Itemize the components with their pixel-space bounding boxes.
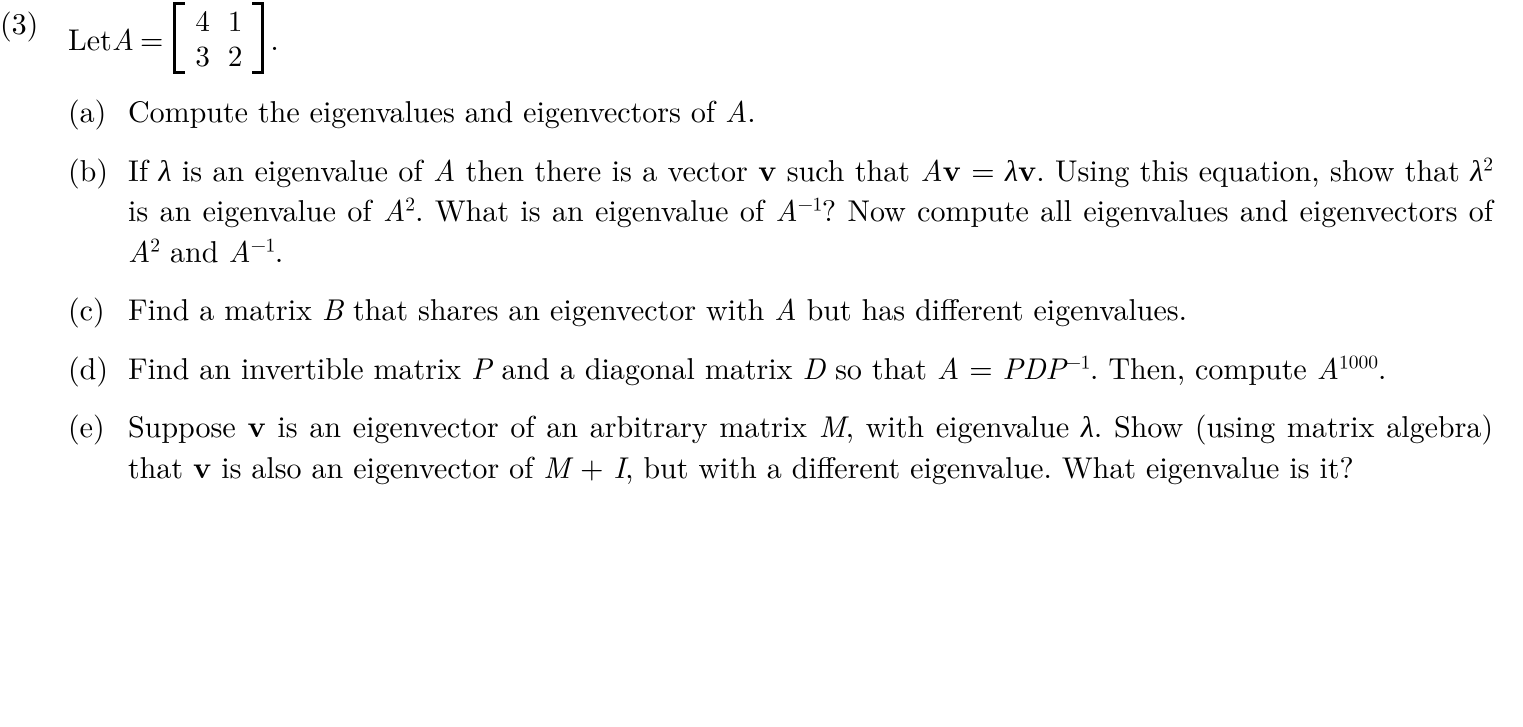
e-text-3: , with eigenvalue [846,403,1081,446]
matrix-body: 4 1 3 2 [185,2,252,74]
e-var-M1: M [819,403,846,446]
subpart-e-body: Suppose v is an eigenvector of an arbitr… [128,405,1493,486]
stem-var-A: A [112,18,134,59]
subpart-d: (d) Find an invertible matrix P and a di… [68,347,1493,388]
e-v-1: v [247,403,265,446]
d-var-P3: P [1046,345,1066,388]
d-text-3: so that [825,345,937,388]
b-A-6: A [228,228,250,271]
b-A-5: A [128,228,150,271]
problem-header: (3) Let A = 4 1 3 2 . [0,2,1493,74]
problem-number: (3) [0,2,68,43]
d-text-5: . [1378,345,1386,388]
subpart-d-label: (d) [68,347,128,388]
subparts-list: (a) Compute the eigenvalues and eigenvec… [68,90,1493,486]
a-text-2: . [747,88,755,131]
d-text-1: Find an invertible matrix [128,345,471,388]
d-var-A2: A [1317,345,1339,388]
b-v-2: v [943,147,961,190]
b-v-1: v [758,147,776,190]
subpart-b-body: If λ is an eigenvalue of A then there is… [128,149,1493,271]
subpart-e: (e) Suppose v is an eigenvector of an ar… [68,405,1493,486]
subpart-c-label: (c) [68,288,128,329]
matrix-right-bracket [252,2,264,74]
a-var-A: A [725,88,747,131]
matrix-left-bracket [173,2,185,74]
b-text-5: . Using this equation, show that [1036,147,1470,190]
b-text-7: . What is an eigenvalue of [415,187,775,230]
b-text-4: such that [776,147,920,190]
subpart-b-label: (b) [68,149,128,190]
d-text-4: . Then, compute [1090,345,1317,388]
subpart-d-body: Find an invertible matrix P and a diagon… [128,347,1493,388]
e-var-M2: M [543,444,570,487]
matrix-a11: 4 [195,3,210,38]
b-lambda-2: λ [1005,147,1018,190]
b-A-3: A [383,187,405,230]
c-text-2: that shares an eigenvector with [343,286,774,329]
c-var-A: A [774,286,796,329]
e-plus: + [570,444,613,487]
b-eq: = [961,147,1005,190]
b-lambda-1: λ [158,147,171,190]
b-lambda-3: λ [1470,147,1483,190]
stem-text-let: Let [68,18,112,59]
matrix-a21: 3 [195,38,210,73]
matrix-a22: 2 [228,38,243,73]
e-var-I: I [614,444,626,487]
subpart-a-body: Compute the eigenvalues and eigenvectors… [128,90,1493,131]
e-lambda: λ [1081,403,1094,446]
d-eq: = [959,345,1002,388]
b-sup-sq1: 2 [1483,148,1493,176]
b-text-2: is an eigenvalue of [171,147,432,190]
d-sup-inv: −1 [1066,346,1090,374]
e-text-6: , but with a different eigenvalue. What … [625,444,1354,487]
b-sup-sq2: 2 [405,188,415,216]
subpart-b: (b) If λ is an eigenvalue of A then ther… [68,149,1493,271]
d-text-2: and a diagonal matrix [491,345,802,388]
b-sup-sq3: 2 [150,229,160,257]
b-text-3: then there is a vector [455,147,758,190]
d-var-D2: D [1023,345,1046,388]
d-var-D1: D [802,345,825,388]
subpart-e-label: (e) [68,405,128,446]
b-A-2: A [920,147,942,190]
subpart-c: (c) Find a matrix B that shares an eigen… [68,288,1493,329]
b-A-1: A [433,147,455,190]
problem-stem: Let A = 4 1 3 2 . [68,2,279,74]
b-text-8: ? Now compute all eigenvalues and eigenv… [822,187,1493,230]
page: (3) Let A = 4 1 3 2 . (a) Compute [0,0,1523,727]
c-var-B: B [322,286,343,329]
e-text-1: Suppose [128,403,247,446]
d-var-A1: A [937,345,959,388]
d-var-P2: P [1003,345,1023,388]
b-text-9: and [160,228,228,271]
b-sup-inv2: −1 [251,229,275,257]
b-sup-inv1: −1 [798,188,822,216]
e-text-5: is also an eigenvector of [211,444,543,487]
b-text-10: . [275,228,283,271]
e-v-2: v [193,444,211,487]
stem-equals: = [134,18,169,59]
b-text-6: is an eigenvalue of [128,187,383,230]
d-sup-1000: 1000 [1339,346,1378,374]
b-text-1: If [128,147,158,190]
b-A-4: A [775,187,797,230]
stem-period: . [268,18,278,59]
d-var-P1: P [471,345,491,388]
b-v-3: v [1018,147,1036,190]
a-text-1: Compute the eigenvalues and eigenvectors… [128,88,725,131]
c-text-3: but has different eigenvalues. [797,286,1187,329]
c-text-1: Find a matrix [128,286,322,329]
e-text-2: is an eigenvector of an arbitrary matrix [266,403,819,446]
subpart-c-body: Find a matrix B that shares an eigenvect… [128,288,1493,329]
matrix-a12: 1 [228,3,243,38]
subpart-a: (a) Compute the eigenvalues and eigenvec… [68,90,1493,131]
subpart-a-label: (a) [68,90,128,131]
matrix-A: 4 1 3 2 [173,2,264,74]
